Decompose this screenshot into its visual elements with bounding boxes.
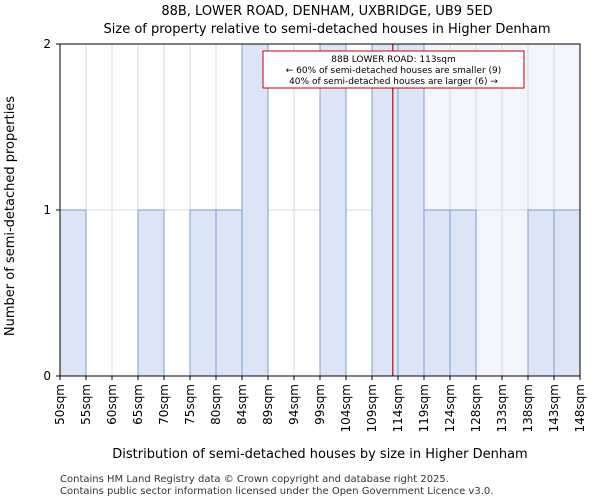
x-tick-label: 65sqm xyxy=(131,384,145,425)
chart-title-line-2: Size of property relative to semi-detach… xyxy=(104,22,551,37)
x-tick-label: 70sqm xyxy=(157,384,171,425)
annotation-line-1: 88B LOWER ROAD: 113sqm xyxy=(331,55,455,65)
x-tick-label: 84sqm xyxy=(235,384,249,425)
bar-124sqm xyxy=(449,209,477,377)
x-tick-label: 119sqm xyxy=(417,384,431,432)
x-tick-label: 128sqm xyxy=(469,384,483,432)
x-tick-label: 143sqm xyxy=(547,384,561,432)
bar-119sqm xyxy=(423,209,451,377)
x-tick-label: 148sqm xyxy=(573,384,587,432)
x-tick-label: 80sqm xyxy=(209,384,223,425)
annotation-line-3: 40% of semi-detached houses are larger (… xyxy=(289,77,498,87)
x-tick-label: 133sqm xyxy=(495,384,509,432)
annotation-line-2: ← 60% of semi-detached houses are smalle… xyxy=(286,66,502,76)
bar-114sqm xyxy=(397,43,425,377)
y-tick-label: 1 xyxy=(43,203,51,217)
y-tick-label: 2 xyxy=(43,37,51,51)
x-tick-label: 138sqm xyxy=(521,384,535,432)
x-tick-label: 104sqm xyxy=(339,384,353,432)
x-tick-label: 94sqm xyxy=(287,384,301,425)
x-tick-label: 75sqm xyxy=(183,384,197,425)
bar-50sqm xyxy=(59,209,87,377)
x-tick-label: 60sqm xyxy=(105,384,119,425)
x-tick-label: 124sqm xyxy=(443,384,457,432)
bar-80sqm xyxy=(215,209,243,377)
bar-143sqm xyxy=(553,209,581,377)
chart-title-line-1: 88B, LOWER ROAD, DENHAM, UXBRIDGE, UB9 5… xyxy=(161,4,492,19)
x-tick-label: 50sqm xyxy=(53,384,67,425)
x-tick-label: 109sqm xyxy=(365,384,379,432)
x-tick-label: 114sqm xyxy=(391,384,405,432)
bar-99sqm xyxy=(319,43,347,377)
footer-line-1: Contains HM Land Registry data © Crown c… xyxy=(60,474,449,485)
bar-138sqm xyxy=(527,209,555,377)
x-tick-label: 99sqm xyxy=(313,384,327,425)
x-tick-label: 55sqm xyxy=(79,384,93,425)
annotation-box xyxy=(262,50,525,89)
bar-75sqm xyxy=(189,209,217,377)
y-tick-label: 0 xyxy=(43,369,51,383)
bar-84sqm xyxy=(241,43,269,377)
bar-109sqm xyxy=(371,43,399,377)
x-axis-label: Distribution of semi-detached houses by … xyxy=(112,447,527,462)
bar-65sqm xyxy=(137,209,165,377)
plot-area: 0 1 2 50sqm 55sqm 60sqm 65sqm 70sqm 75sqm 80sqm 84… xyxy=(43,37,587,432)
x-tick-label: 89sqm xyxy=(261,384,275,425)
y-axis-label: Number of semi-detached properties xyxy=(3,96,18,336)
footer-line-2: Contains public sector information licen… xyxy=(60,486,493,497)
